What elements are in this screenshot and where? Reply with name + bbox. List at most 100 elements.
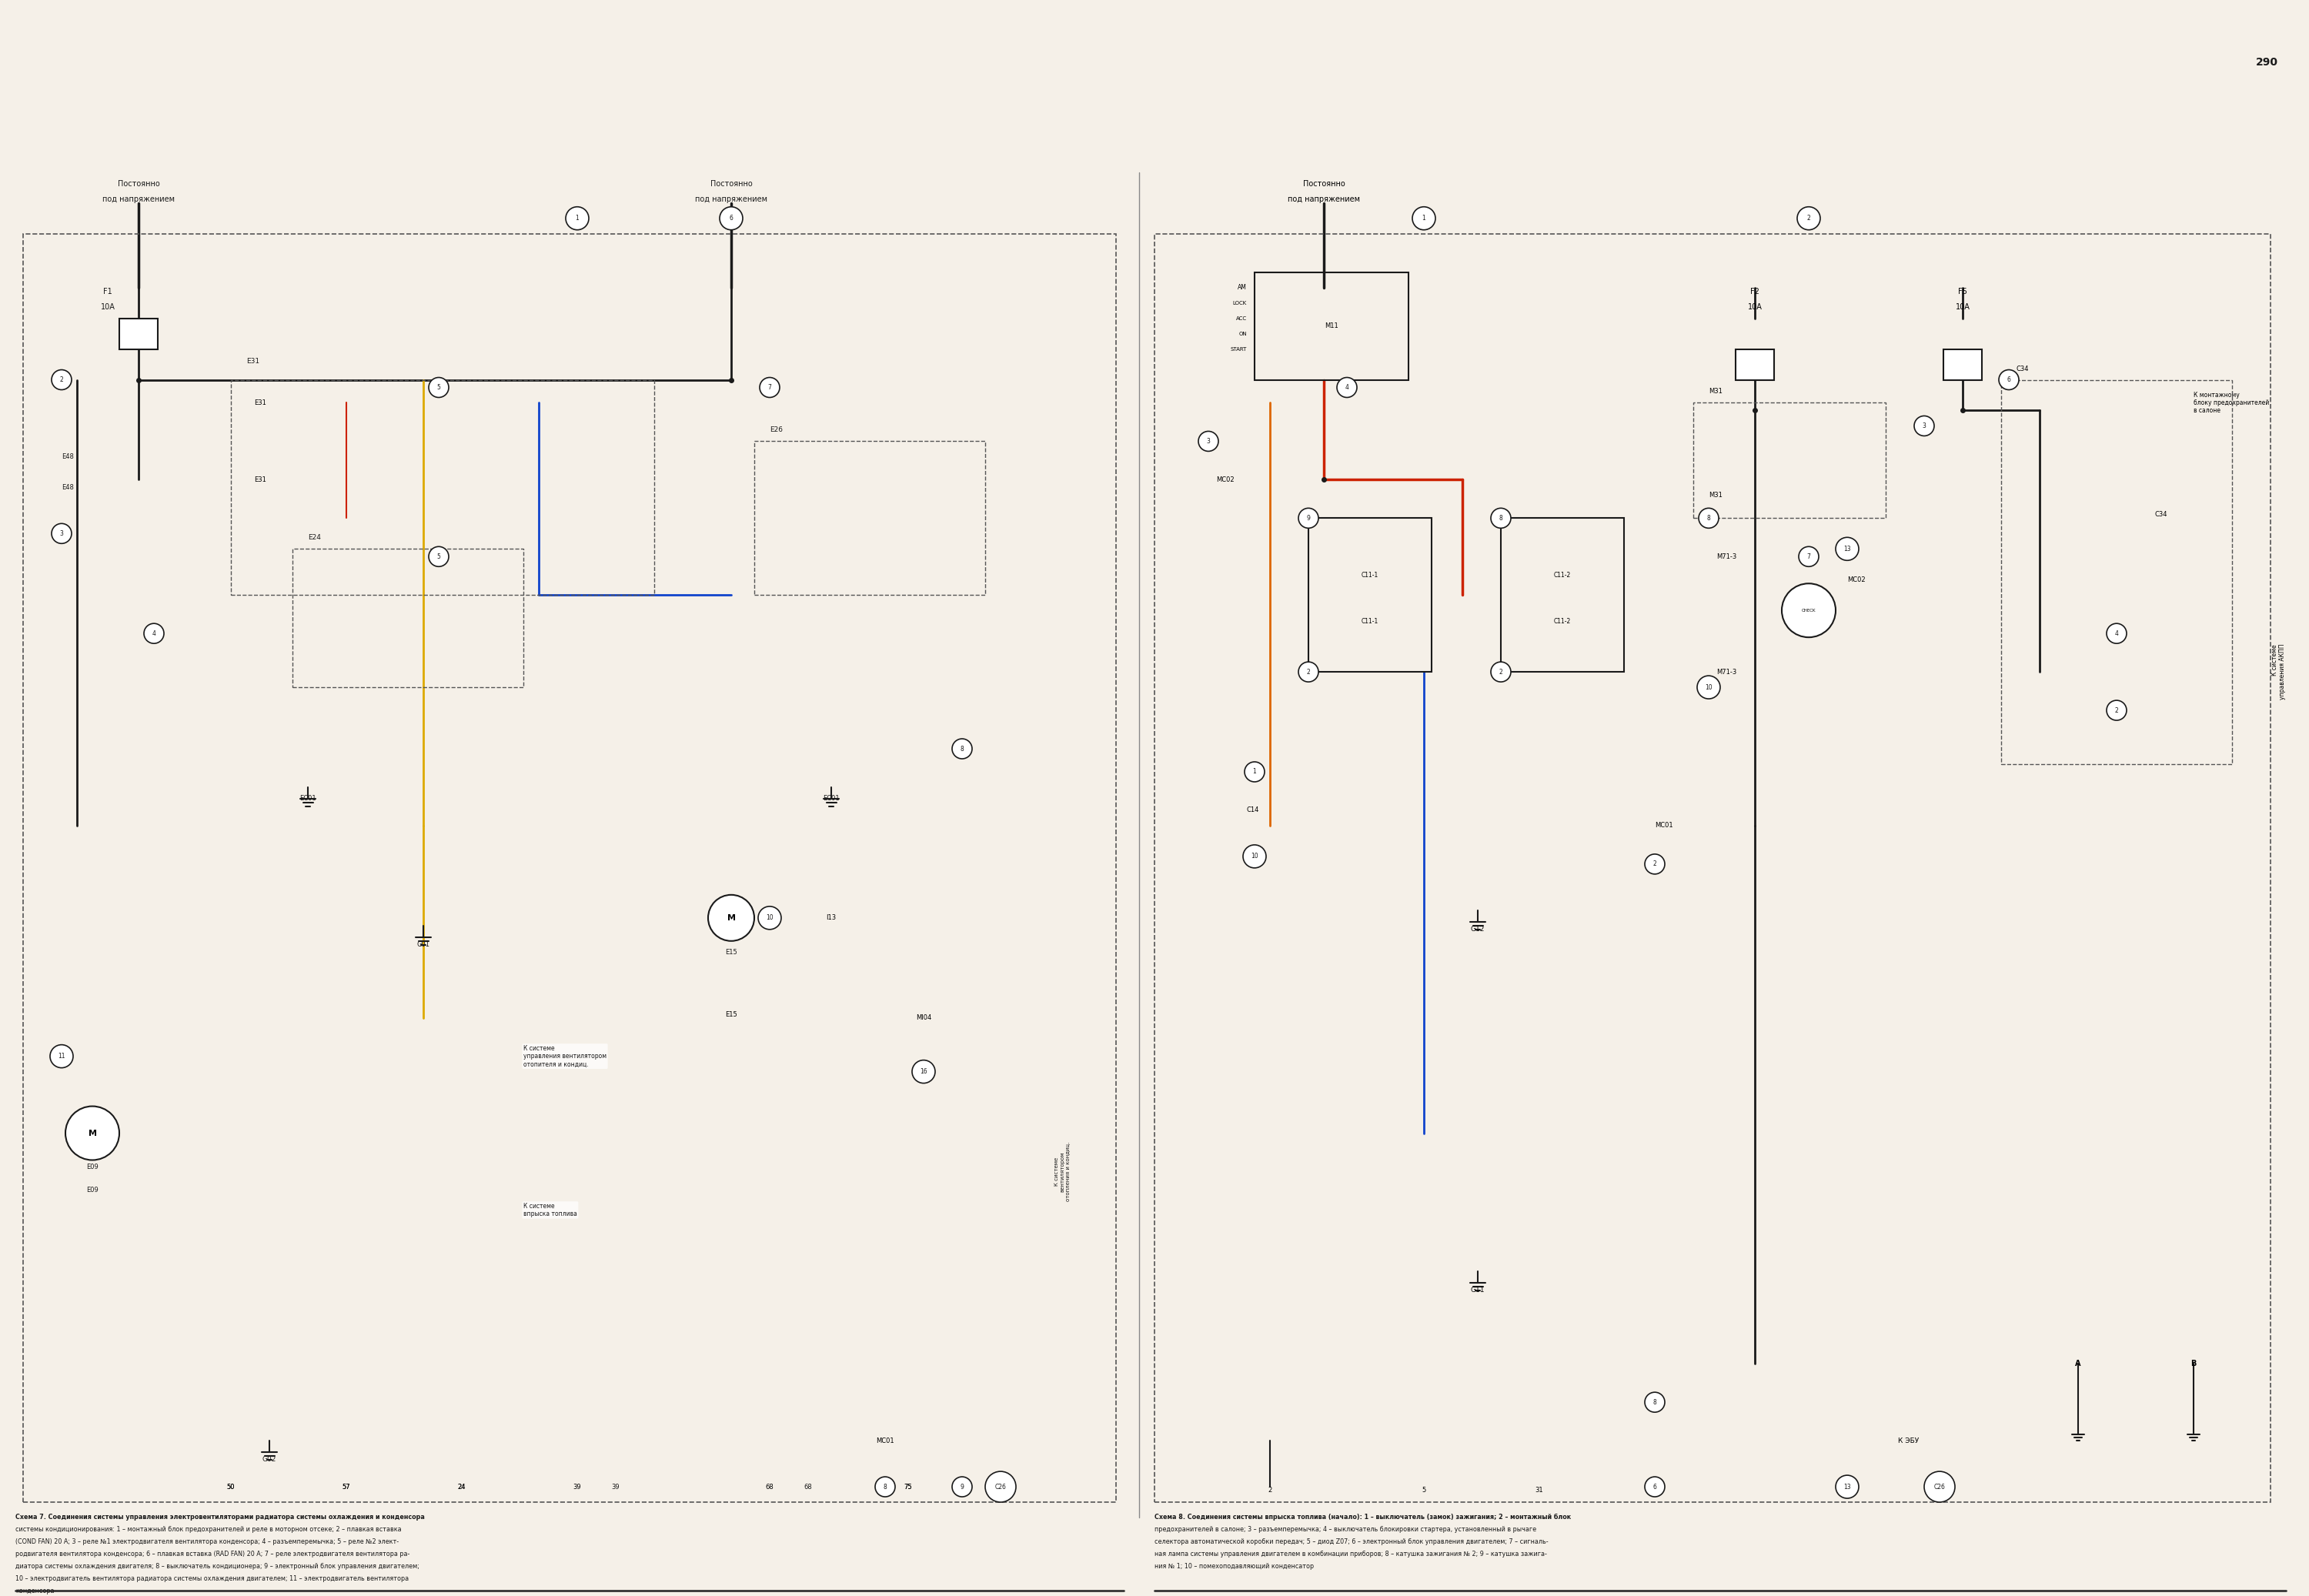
Text: 75: 75 — [905, 1483, 912, 1491]
Text: 50: 50 — [226, 1483, 236, 1491]
Text: 9: 9 — [1307, 514, 1309, 522]
Text: 290: 290 — [2256, 57, 2279, 67]
Circle shape — [951, 739, 972, 758]
Text: C34: C34 — [2154, 511, 2168, 519]
Bar — [1501, 519, 1623, 672]
Text: К ЭБУ: К ЭБУ — [1898, 1436, 1919, 1444]
Text: 39: 39 — [573, 1483, 582, 1491]
Text: C11-2: C11-2 — [1554, 571, 1570, 579]
Text: 2: 2 — [2115, 707, 2117, 713]
Text: 8: 8 — [1653, 1398, 1656, 1406]
Text: 31: 31 — [1535, 1487, 1542, 1494]
Text: C11-2: C11-2 — [1554, 618, 1570, 626]
Circle shape — [1644, 1476, 1665, 1497]
Circle shape — [1644, 1392, 1665, 1412]
Circle shape — [1699, 508, 1718, 528]
Text: F5: F5 — [1958, 287, 1967, 295]
Text: E15: E15 — [725, 1010, 737, 1018]
Text: 1: 1 — [1254, 768, 1256, 776]
Circle shape — [1492, 662, 1510, 681]
Text: E09: E09 — [85, 1187, 99, 1194]
Text: MC01: MC01 — [875, 1436, 894, 1444]
Bar — [231, 380, 653, 595]
Text: родвигателя вентилятора конденсора; 6 – плавкая вставка (RAD FAN) 20 А; 7 – реле: родвигателя вентилятора конденсора; 6 – … — [16, 1551, 409, 1558]
Bar — [120, 318, 157, 350]
Text: 57: 57 — [342, 1483, 351, 1491]
Text: E31: E31 — [254, 476, 266, 484]
Circle shape — [1796, 207, 1819, 230]
Text: MC01: MC01 — [1656, 822, 1674, 828]
Bar — [23, 233, 1115, 1502]
Circle shape — [1644, 854, 1665, 875]
Text: ная лампа системы управления двигателем в комбинации приборов; 8 – катушка зажиг: ная лампа системы управления двигателем … — [1154, 1551, 1547, 1558]
Text: G11: G11 — [1471, 1286, 1485, 1294]
Text: 4: 4 — [2115, 630, 2117, 637]
Bar — [1736, 350, 1773, 380]
Text: 50: 50 — [226, 1483, 236, 1491]
Text: 10A: 10A — [102, 303, 115, 311]
Text: 2: 2 — [1808, 215, 1810, 222]
Bar — [1154, 233, 2270, 1502]
Text: EC01: EC01 — [822, 795, 840, 801]
Circle shape — [2106, 701, 2127, 720]
Circle shape — [1413, 207, 1436, 230]
Text: 4: 4 — [152, 630, 155, 637]
Text: E26: E26 — [769, 426, 783, 434]
Text: К системе
управления АКПП: К системе управления АКПП — [2272, 645, 2286, 699]
Circle shape — [1298, 662, 1318, 681]
Text: конденсора: конденсора — [16, 1588, 55, 1594]
Text: 3: 3 — [60, 530, 62, 536]
Text: G12: G12 — [1471, 926, 1485, 932]
Text: 24: 24 — [457, 1483, 466, 1491]
Circle shape — [1914, 417, 1935, 436]
Text: 5: 5 — [1422, 1487, 1427, 1494]
Text: 6: 6 — [730, 215, 732, 222]
Text: селектора автоматической коробки передач; 5 – диод Z07; 6 – электронный блок упр: селектора автоматической коробки передач… — [1154, 1539, 1549, 1545]
Bar — [1309, 519, 1432, 672]
Text: 11: 11 — [58, 1053, 65, 1060]
Text: C26: C26 — [1935, 1483, 1944, 1491]
Text: E48: E48 — [62, 453, 74, 460]
Text: M31: M31 — [1709, 492, 1723, 498]
Text: 2: 2 — [1268, 1487, 1272, 1494]
Text: 10: 10 — [767, 915, 774, 921]
Text: 10: 10 — [1704, 683, 1713, 691]
Text: B: B — [2191, 1360, 2196, 1368]
Text: G02: G02 — [263, 1456, 277, 1464]
Text: 24: 24 — [457, 1483, 466, 1491]
Text: 2: 2 — [1499, 669, 1503, 675]
Text: (COND FAN) 20 А; 3 – реле №1 электродвигателя вентилятора конденсора; 4 – разъем: (COND FAN) 20 А; 3 – реле №1 электродвиг… — [16, 1539, 399, 1545]
Circle shape — [429, 378, 448, 397]
Circle shape — [760, 378, 780, 397]
Text: START: START — [1231, 346, 1247, 351]
Text: C26: C26 — [995, 1483, 1007, 1491]
Text: EC01: EC01 — [300, 795, 316, 801]
Circle shape — [51, 1045, 74, 1068]
Text: 3: 3 — [1208, 437, 1210, 445]
Text: 10A: 10A — [1748, 303, 1762, 311]
Text: E15: E15 — [725, 948, 737, 956]
Text: MC02: MC02 — [1217, 476, 1235, 484]
Bar — [293, 549, 524, 688]
Circle shape — [1697, 675, 1720, 699]
Text: CHECK: CHECK — [1801, 608, 1815, 613]
Text: системы кондиционирования: 1 – монтажный блок предохранителей и реле в моторном : системы кондиционирования: 1 – монтажный… — [16, 1526, 402, 1532]
Circle shape — [1836, 1475, 1859, 1499]
Circle shape — [2000, 370, 2018, 389]
Circle shape — [912, 1060, 935, 1084]
Text: 1: 1 — [575, 215, 580, 222]
Text: 68: 68 — [804, 1483, 813, 1491]
Text: 8: 8 — [884, 1483, 887, 1491]
Text: диатора системы охлаждения двигателя; 8 – выключатель кондиционера; 9 – электрон: диатора системы охлаждения двигателя; 8 … — [16, 1562, 420, 1570]
Bar — [755, 440, 986, 595]
Text: ACC: ACC — [1235, 316, 1247, 321]
Text: 75: 75 — [905, 1483, 912, 1491]
Text: 10 – электродвигатель вентилятора радиатора системы охлаждения двигателем; 11 – : 10 – электродвигатель вентилятора радиат… — [16, 1575, 409, 1582]
Text: К монтажному
блоку предохранителей
в салоне: К монтажному блоку предохранителей в сал… — [2194, 391, 2270, 415]
Circle shape — [1198, 431, 1219, 452]
Text: Схема 7. Соединения системы управления электровентиляторами радиатора системы ох: Схема 7. Соединения системы управления э… — [16, 1513, 425, 1521]
Text: Постоянно: Постоянно — [118, 180, 159, 188]
Text: 1: 1 — [1422, 215, 1425, 222]
Text: E31: E31 — [254, 399, 266, 407]
Text: Схема 8. Соединения системы впрыска топлива (начало): 1 – выключатель (замок) за: Схема 8. Соединения системы впрыска топл… — [1154, 1513, 1570, 1521]
